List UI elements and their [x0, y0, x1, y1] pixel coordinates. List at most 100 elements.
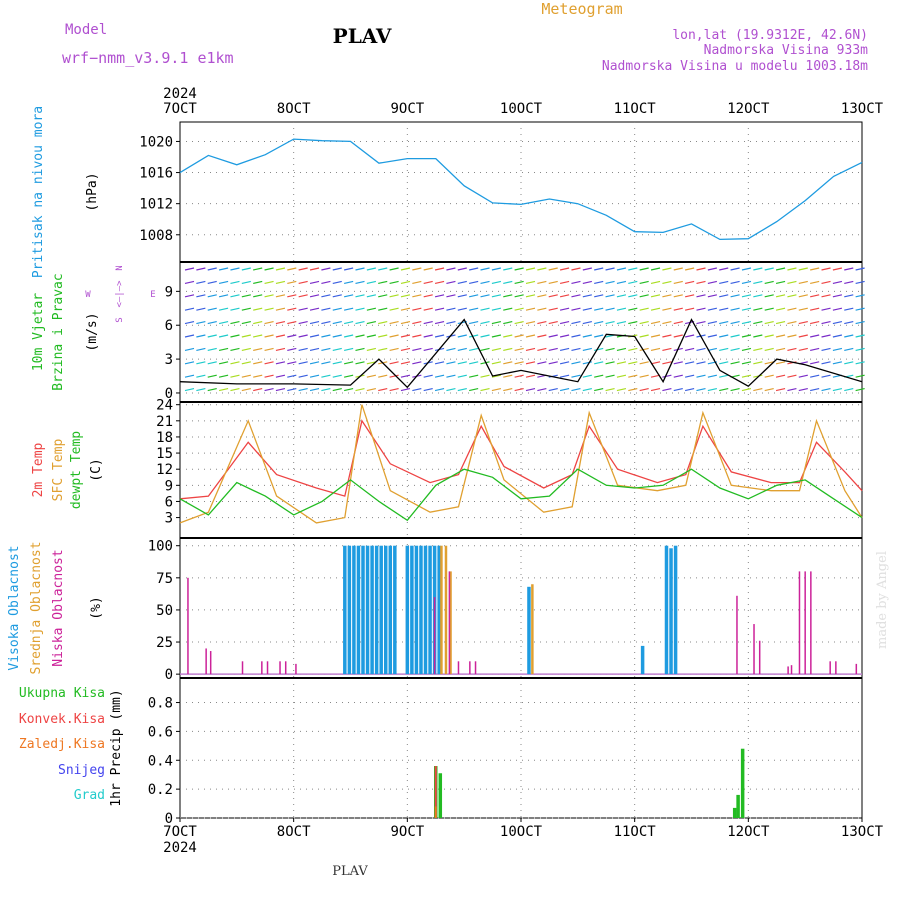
wind-arrow	[810, 267, 820, 271]
wind-arrow	[810, 321, 820, 325]
wind-arrow	[696, 361, 706, 365]
wind-arrow	[832, 388, 843, 392]
wind-arrow	[514, 334, 524, 338]
wind-arrow	[844, 294, 854, 298]
wind-arrow	[707, 374, 717, 378]
wind-arrow	[196, 280, 206, 284]
wind-arrow	[594, 374, 604, 378]
wind-arrow	[184, 374, 195, 378]
wind-arrow	[298, 280, 308, 284]
wind-arrow	[673, 294, 683, 298]
wind-arrow	[832, 334, 843, 338]
panels: 1008101210161020036936912151821240255075…	[7, 101, 884, 840]
wind-arrow	[412, 347, 422, 351]
wind-arrow	[707, 280, 717, 284]
wind-arrow	[582, 334, 592, 338]
y-tick-label: 0.8	[148, 696, 173, 712]
wind-arrow	[753, 267, 763, 271]
wind-arrow	[355, 334, 365, 338]
y-tick-label: 75	[156, 571, 173, 587]
wind-arrow	[332, 294, 342, 298]
wind-arrow	[616, 280, 627, 284]
wind-arrow	[639, 388, 649, 392]
wind-arrow	[525, 388, 536, 392]
wind-arrow	[855, 374, 865, 378]
top-year: 2024	[163, 86, 197, 102]
wind-arrow	[605, 294, 615, 298]
wind-arrow	[537, 321, 547, 325]
wind-arrow	[480, 334, 490, 338]
wind-arrow	[491, 388, 502, 392]
low-cloud-bar	[457, 661, 460, 675]
wind-arrow	[707, 307, 717, 311]
wind-arrow	[423, 294, 433, 298]
wind-arrow	[821, 347, 831, 351]
wind-speed-line	[179, 318, 863, 389]
wind-arrow	[673, 267, 683, 271]
wind-arrow	[196, 334, 206, 338]
wind-arrow	[639, 334, 649, 338]
high-cloud-bar	[374, 545, 379, 675]
temp-line-0	[179, 419, 863, 500]
wind-arrow	[571, 321, 581, 325]
wind-arrow	[469, 280, 479, 284]
wind-arrow	[400, 361, 411, 365]
wind-arrow	[696, 307, 706, 311]
high-cloud-bar	[527, 586, 531, 675]
wind-arrow	[685, 267, 695, 271]
wind-arrow	[287, 334, 297, 338]
low-cloud-bar	[433, 597, 436, 675]
wind-arrow	[844, 361, 854, 365]
wind-arrow	[798, 294, 808, 298]
wind-arrow	[707, 267, 717, 271]
y-tick-label: 1016	[139, 166, 173, 182]
wind-arrow	[548, 267, 558, 271]
wind-arrow	[378, 307, 388, 311]
wind-arrow	[855, 321, 865, 325]
wind-arrow	[559, 321, 570, 325]
bottom-year: 2024	[163, 840, 197, 856]
wind-arrow	[366, 267, 376, 271]
wind-arrow	[696, 267, 706, 271]
wind-arrow	[446, 388, 456, 392]
wind-arrow	[184, 361, 195, 365]
compass-w: W	[85, 290, 91, 300]
wind-arrow	[491, 307, 502, 311]
wind-arrow	[275, 307, 286, 311]
wind-arrow	[378, 267, 388, 271]
compass-n: N	[115, 265, 125, 270]
wind-arrow	[628, 361, 638, 365]
wind-arrow	[344, 307, 354, 311]
wind-arrow	[616, 267, 627, 271]
high-cloud-bar	[673, 545, 678, 675]
wind-arrow	[253, 321, 263, 325]
wind-arrow	[650, 361, 661, 365]
wind-arrow	[355, 294, 365, 298]
wind-arrow	[253, 334, 263, 338]
wind-ylabel-2: Brzina i Pravac	[51, 273, 66, 390]
wind-arrow	[514, 361, 524, 365]
wind-arrow	[764, 267, 774, 271]
wind-arrow	[821, 388, 831, 392]
compass-center: <—|—>	[115, 280, 125, 308]
wind-arrow	[616, 388, 627, 392]
wind-arrow	[298, 374, 308, 378]
wind-arrow	[525, 347, 536, 351]
precip-series-label: Grad	[74, 788, 105, 803]
wind-arrow	[503, 361, 513, 365]
wind-arrow	[218, 388, 229, 392]
temp-series-label: 2m Temp	[31, 442, 46, 497]
wind-arrow	[412, 307, 422, 311]
high-cloud-bar	[370, 545, 374, 675]
wind-arrow	[821, 280, 831, 284]
wind-arrow	[662, 267, 672, 271]
wind-arrow	[366, 280, 376, 284]
x-tick-label-top: 12OCT	[727, 101, 770, 117]
low-cloud-bar	[279, 661, 281, 675]
wind-arrow	[287, 294, 297, 298]
low-cloud-bar	[810, 571, 812, 675]
wind-arrow	[730, 280, 740, 284]
wind-arrow	[400, 334, 411, 338]
high-cloud-bar	[423, 545, 428, 675]
